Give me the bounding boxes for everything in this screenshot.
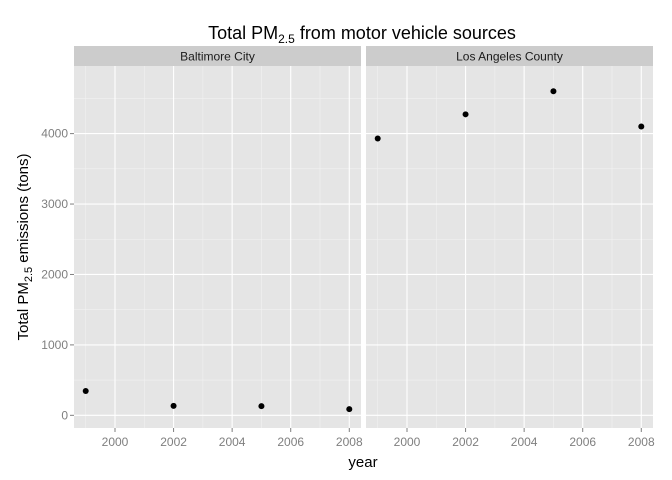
data-point bbox=[462, 111, 469, 118]
x-tick-label: 2000 bbox=[394, 435, 421, 449]
x-tick-label: 2006 bbox=[277, 435, 304, 449]
facet-strip bbox=[366, 46, 653, 66]
x-tick-label: 2004 bbox=[511, 435, 538, 449]
y-tick-label: 2000 bbox=[41, 267, 68, 281]
facet-strip-label: Los Angeles County bbox=[456, 50, 563, 64]
facet-panel-background bbox=[74, 66, 361, 428]
data-point bbox=[346, 406, 353, 413]
y-tick-label: 3000 bbox=[41, 197, 68, 211]
x-axis-title: year bbox=[348, 454, 377, 471]
x-tick-label: 2006 bbox=[569, 435, 596, 449]
data-point bbox=[638, 123, 645, 130]
x-tick-label: 2002 bbox=[452, 435, 479, 449]
facet-strip bbox=[74, 46, 361, 66]
y-tick-label: 0 bbox=[61, 408, 68, 422]
data-point bbox=[550, 88, 557, 95]
x-tick-label: 2000 bbox=[102, 435, 129, 449]
chart-title: Total PM2.5 from motor vehicle sources bbox=[208, 23, 516, 46]
x-tick-label: 2002 bbox=[160, 435, 187, 449]
y-axis-title: Total PM2.5 emissions (tons) bbox=[15, 153, 35, 340]
y-tick-label: 1000 bbox=[41, 338, 68, 352]
facet-strip-label: Baltimore City bbox=[180, 50, 255, 64]
x-tick-label: 2008 bbox=[336, 435, 363, 449]
chart-title-prefix: Total PM bbox=[208, 23, 278, 43]
data-point bbox=[170, 402, 177, 409]
y-tick-label: 4000 bbox=[41, 127, 68, 141]
x-tick-label: 2008 bbox=[628, 435, 655, 449]
x-tick-label: 2004 bbox=[219, 435, 246, 449]
facet-panel-background bbox=[366, 66, 653, 428]
data-point bbox=[374, 135, 381, 142]
facet-panels: Baltimore City 2000 2002 2004 2006 2008 Los An… bbox=[41, 46, 655, 449]
y-axis-title-suffix: emissions (tons) bbox=[15, 153, 32, 266]
data-point bbox=[82, 387, 89, 394]
data-point bbox=[258, 403, 265, 410]
y-axis-title-subscript: 2.5 bbox=[23, 267, 35, 282]
y-axis-title-prefix: Total PM bbox=[15, 282, 32, 340]
chart-title-suffix: from motor vehicle sources bbox=[295, 23, 516, 43]
chart-title-subscript: 2.5 bbox=[278, 32, 295, 46]
